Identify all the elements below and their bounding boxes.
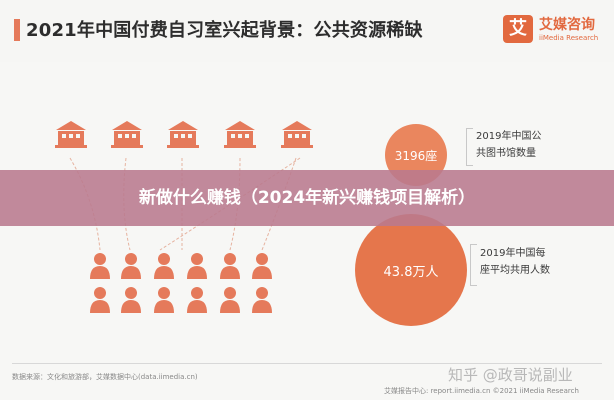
brand-subtitle: iiMedia Research <box>539 34 599 42</box>
person-icon <box>187 253 207 279</box>
library-building-icon <box>55 121 87 148</box>
library-building-icon <box>111 121 143 148</box>
stat-bracket <box>466 128 473 166</box>
title-accent-bar <box>14 19 20 41</box>
stat-label-line: 共图书馆数量 <box>476 148 536 159</box>
library-building-icon <box>281 121 313 148</box>
person-icon <box>252 253 272 279</box>
person-icon <box>90 253 110 279</box>
person-icon <box>252 287 272 313</box>
library-building-icon <box>167 121 199 148</box>
data-source: 数据来源：文化和旅游部，艾媒数据中心(data.iimedia.cn) <box>12 373 198 381</box>
person-icon <box>220 287 240 313</box>
zhihu-watermark: 知乎 @政哥说副业 <box>448 366 573 384</box>
stat-value-libraries: 3196座 <box>394 148 438 163</box>
report-center-footer: 艾媒报告中心: report.iimedia.cn ©2021 iiMedia … <box>384 387 579 395</box>
stat-value-people: 43.8万人 <box>383 264 439 280</box>
overlay-banner <box>0 170 614 226</box>
person-icon <box>154 287 174 313</box>
person-icon <box>121 253 141 279</box>
person-icon <box>90 287 110 313</box>
footer-divider <box>12 363 602 364</box>
stat-label-line: 2019年中国公 <box>476 131 542 142</box>
person-icon <box>187 287 207 313</box>
stat-label-line: 座平均共用人数 <box>480 265 550 276</box>
banner-title: 新做什么赚钱（2024年新兴赚钱项目解析） <box>138 188 476 208</box>
stat-bracket <box>470 244 477 286</box>
person-icon <box>121 287 141 313</box>
stat-label-libraries: 2019年中国公 共图书馆数量 <box>476 128 541 162</box>
library-building-icon <box>224 121 256 148</box>
stat-label-people: 2019年中国每 座平均共用人数 <box>480 245 550 279</box>
page-title: 2021年中国付费自习室兴起背景：公共资源稀缺 <box>26 20 423 41</box>
stat-circle-people: 43.8万人 <box>355 214 467 326</box>
brand-name: 艾媒咨询 <box>539 17 595 33</box>
iimedia-logo-icon: 艾 <box>503 15 533 43</box>
header-bar: 2021年中国付费自习室兴起背景：公共资源稀缺 艾 艾媒咨询 iiMedia R… <box>0 0 614 62</box>
person-icon <box>220 253 240 279</box>
stat-label-line: 2019年中国每 <box>480 248 546 259</box>
person-icon <box>154 253 174 279</box>
